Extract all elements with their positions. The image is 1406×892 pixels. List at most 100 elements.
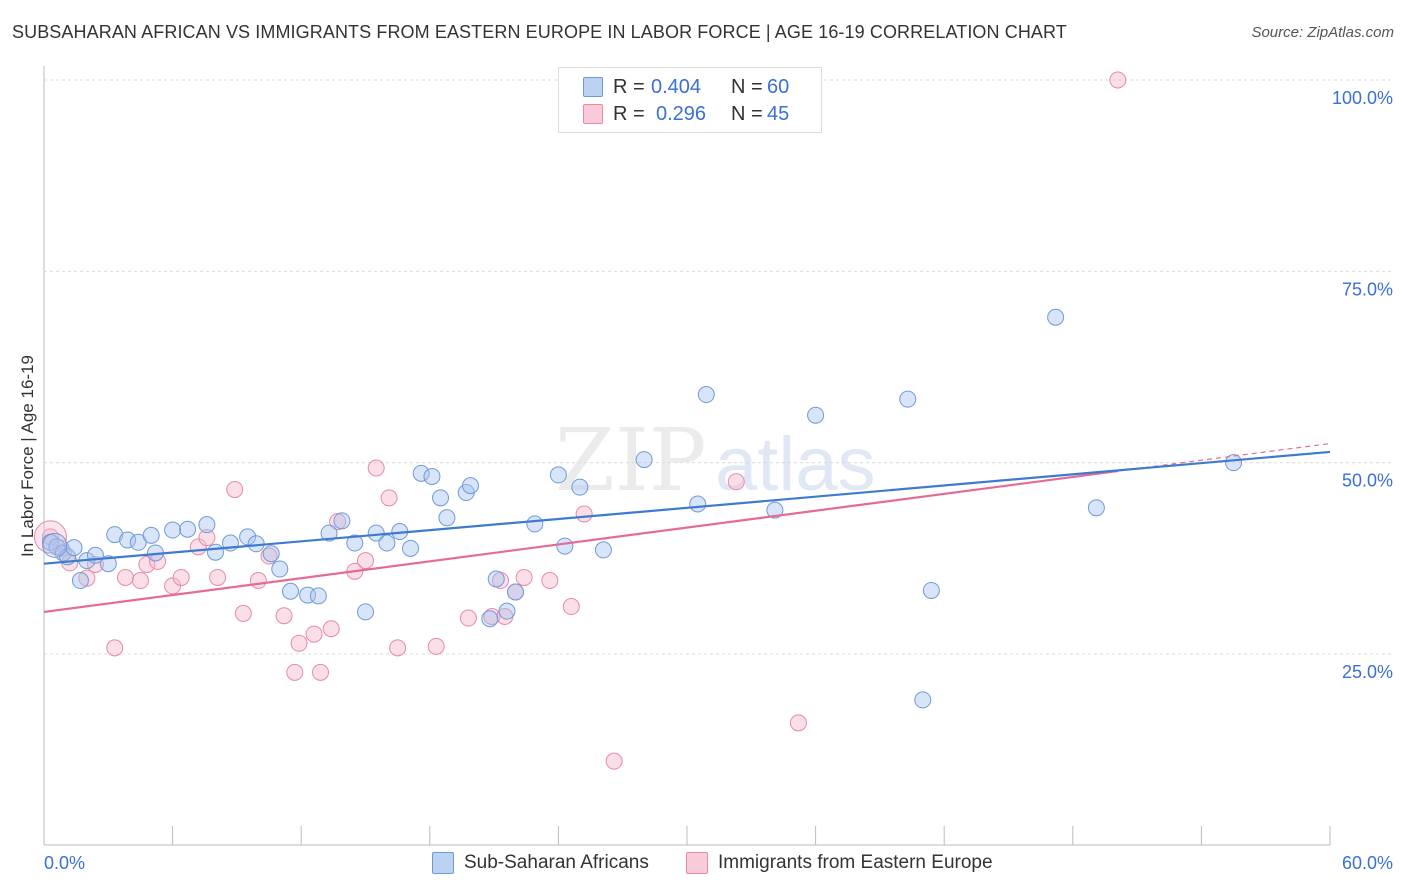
data-point-sub-saharan [507,583,525,601]
x-tick-label: 0.0% [44,853,85,873]
legend-n-value: 60 [767,75,790,98]
y-tick-label: 75.0% [1342,279,1393,299]
data-point-eastern-europe [198,529,216,547]
data-point-eastern-europe [260,547,278,565]
data-point-sub-saharan [179,520,197,538]
data-point-sub-saharan [65,539,83,557]
data-point-eastern-europe [311,663,329,681]
data-point-sub-saharan [462,477,480,495]
data-point-eastern-europe [515,568,533,586]
trend-line-eastern-europe [43,469,1118,613]
data-point-sub-saharan [164,521,182,539]
data-point-sub-saharan [378,534,396,552]
data-point-sub-saharan [423,467,441,485]
data-point-sub-saharan [481,610,499,628]
data-point-eastern-europe [1109,71,1127,89]
data-point-sub-saharan [71,572,89,590]
data-point-sub-saharan [206,543,224,561]
data-point-eastern-europe [106,639,124,657]
bottom-legend-eastern-europe: Immigrants from Eastern Europe [686,852,993,874]
data-point-eastern-europe [131,572,149,590]
legend-n-label: N = [731,75,763,98]
data-point-eastern-europe [575,505,593,523]
data-point-sub-saharan [432,489,450,507]
data-point-eastern-europe [427,637,445,655]
data-point-sub-saharan [766,501,784,519]
y-tick-label: 25.0% [1342,662,1393,682]
correlation-legend: R = 0.404 N = 60 R = 0.296 N = 45 [558,67,822,133]
grid-lines [44,79,1392,655]
x-tick-label: 60.0% [1342,853,1393,873]
data-point-eastern-europe [562,598,580,616]
data-point-sub-saharan [899,390,917,408]
bottom-legend-sub-saharan: Sub-Saharan Africans [432,852,649,874]
trend-line-sub-saharan [43,450,1331,565]
legend-n-value: 45 [767,102,790,125]
data-point-sub-saharan [402,539,420,557]
data-point-eastern-europe [290,634,308,652]
data-point-eastern-europe [249,572,267,590]
data-point-eastern-europe [322,620,340,638]
data-point-sub-saharan [1047,308,1065,326]
legend-r-label: R = [613,75,645,98]
data-point-eastern-europe [234,604,252,622]
legend-row-sub-saharan: R = 0.404 N = 60 [583,75,789,99]
data-point-eastern-europe [286,663,304,681]
chart-title: SUBSAHARAN AFRICAN VS IMMIGRANTS FROM EA… [12,22,1067,42]
data-point-sub-saharan [487,570,505,588]
data-point-sub-saharan [689,495,707,513]
data-point-eastern-europe [275,607,293,625]
data-point-eastern-europe [78,569,96,587]
data-point-eastern-europe [172,568,190,586]
data-point-eastern-europe [138,555,156,573]
y-tick-label: 100.0% [1332,88,1393,108]
data-point-eastern-europe [789,714,807,732]
data-point-sub-saharan [922,581,940,599]
data-point-sub-saharan [807,406,825,424]
data-point-eastern-europe [209,568,227,586]
legend-swatch-blue [583,77,603,97]
data-point-eastern-europe [380,489,398,507]
legend-row-eastern-europe: R = 0.296 N = 45 [583,102,789,126]
data-point-sub-saharan [1225,454,1243,472]
axes [43,66,1331,846]
watermark-zip: ZIP [555,411,707,511]
data-point-sub-saharan [526,515,544,533]
data-point-sub-saharan [498,602,516,620]
data-point-eastern-europe [727,473,745,491]
legend-r-value: 0.404 [651,75,702,98]
series-sub-saharan-africans [41,308,1243,709]
data-point-eastern-europe [367,459,385,477]
data-point-sub-saharan [412,464,430,482]
data-point-eastern-europe [459,609,477,627]
y-tick-label: 50.0% [1342,471,1393,491]
data-point-sub-saharan [635,451,653,469]
data-point-sub-saharan [697,386,715,404]
data-point-eastern-europe [605,752,623,770]
data-point-sub-saharan [142,526,160,544]
data-point-sub-saharan-cluster [42,532,68,558]
data-point-sub-saharan [333,512,351,530]
data-point-eastern-europe [389,639,407,657]
data-point-sub-saharan [119,531,137,549]
data-point-sub-saharan [357,603,374,621]
data-point-sub-saharan [556,537,574,555]
data-point-sub-saharan [594,541,612,559]
data-point-eastern-europe [483,607,501,625]
data-point-sub-saharan [281,582,299,600]
data-point-sub-saharan [271,560,289,578]
data-point-sub-saharan [309,587,327,605]
tick-labels: 25.0% 50.0% 75.0% 100.0% 0.0% 60.0% [44,88,1393,873]
data-point-sub-saharan [99,555,117,573]
data-point-sub-saharan [262,545,280,563]
data-point-eastern-europe [226,480,244,498]
bottom-legend-label: Immigrants from Eastern Europe [718,852,993,873]
data-point-sub-saharan [549,466,567,484]
data-point-sub-saharan [438,509,456,527]
source-label: Source: ZipAtlas.com [1251,24,1394,41]
data-point-eastern-europe [541,572,559,590]
data-point-sub-saharan [571,478,589,496]
data-point-sub-saharan [346,534,364,552]
data-point-sub-saharan [106,526,124,544]
